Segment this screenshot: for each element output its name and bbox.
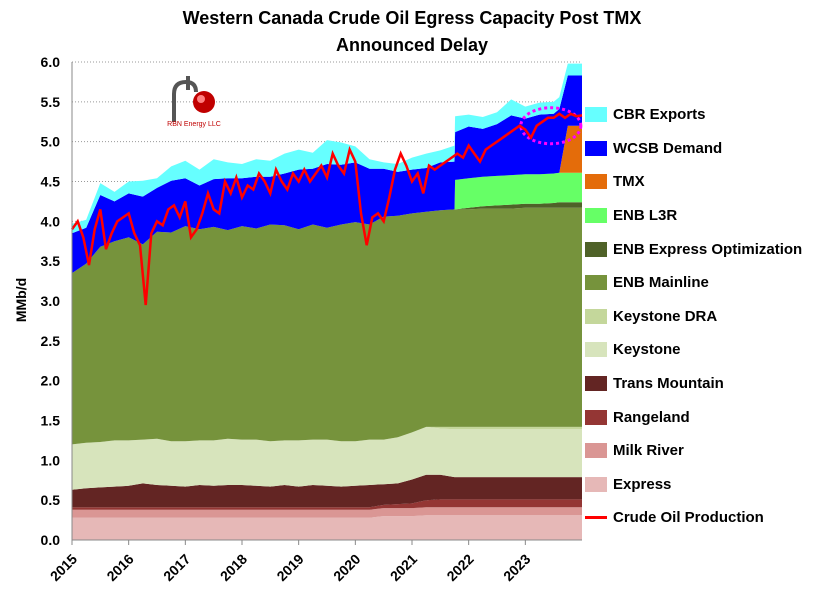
annotation: [519, 106, 583, 146]
legend-item: ENB Express Optimization: [585, 232, 802, 266]
y-tick-label: 1.0: [41, 452, 61, 468]
y-tick-labels: 0.0 0.5 1.0 1.5 2.0 2.5 3.0 3.5 4.0 4.5 5.0 5.5 6.0: [41, 54, 61, 548]
chart-subtitle: Announced Delay: [335, 35, 489, 55]
legend-label: WCSB Demand: [613, 139, 723, 157]
legend-item: Trans Mountain: [585, 367, 802, 401]
legend-swatch: [585, 140, 607, 156]
y-tick-label: 4.0: [41, 213, 61, 229]
legend-swatch: [585, 308, 607, 324]
legend-label: CBR Exports: [613, 106, 706, 124]
logo-text: RBN Energy LLC: [167, 121, 221, 128]
y-tick-label: 5.5: [41, 94, 61, 110]
y-tick-label: 2.0: [41, 373, 61, 389]
legend-label: Rangeland: [613, 408, 690, 426]
y-tick-label: 3.5: [41, 253, 61, 269]
y-tick-label: 6.0: [41, 54, 61, 70]
x-tick-label: 2020: [330, 551, 363, 584]
legend-swatch: [585, 342, 607, 358]
legend-label: ENB Express Optimization: [613, 240, 803, 258]
legend-swatch: [585, 208, 607, 224]
x-tick-label: 2023: [500, 551, 533, 584]
legend-label: ENB L3R: [613, 207, 678, 225]
legend-item: Keystone: [585, 333, 802, 367]
area-trans-mountain: [72, 474, 582, 508]
x-tick-label: 2022: [443, 551, 476, 584]
legend-item: Crude Oil Production: [585, 501, 802, 535]
production-line-path: [70, 112, 583, 306]
area-keystone-dra: [72, 426, 582, 445]
x-tick-label: 2018: [217, 551, 250, 584]
legend: CBR Exports WCSB Demand TMX ENB L3R ENB Expr…: [585, 98, 802, 535]
legend-item: Express: [585, 468, 802, 502]
y-tick-label: 0.0: [41, 532, 61, 548]
legend-swatch: [585, 409, 607, 425]
area-cbr-exports: [72, 63, 582, 234]
legend-swatch: [585, 476, 607, 492]
area-milk-river: [72, 507, 582, 518]
area-rangeland: [72, 499, 582, 510]
legend-swatch: [585, 241, 607, 257]
y-tick-label: 2.5: [41, 333, 61, 349]
y-tick-label: 3.0: [41, 293, 61, 309]
legend-label: Crude Oil Production: [613, 509, 764, 527]
axes: [71, 62, 582, 545]
legend-swatch: [585, 107, 607, 123]
legend-label: Keystone DRA: [613, 307, 718, 325]
x-tick-label: 2021: [387, 551, 420, 584]
legend-swatch: [585, 516, 607, 520]
y-tick-label: 5.0: [41, 134, 61, 150]
legend-swatch: [585, 376, 607, 392]
x-tick-label: 2016: [103, 551, 136, 584]
legend-swatch: [585, 174, 607, 190]
area-enb-mainline: [72, 207, 582, 445]
production-line: [70, 112, 583, 306]
x-tick-label: 2017: [160, 551, 193, 584]
legend-label: Keystone: [613, 341, 681, 359]
legend-label: TMX: [613, 173, 645, 191]
legend-item: ENB Mainline: [585, 266, 802, 300]
legend-item: WCSB Demand: [585, 132, 802, 166]
legend-label: Trans Mountain: [613, 375, 724, 393]
legend-item: Milk River: [585, 434, 802, 468]
legend-item: Keystone DRA: [585, 300, 802, 334]
legend-item: Rangeland: [585, 400, 802, 434]
annotation-ellipse: [519, 106, 583, 146]
legend-item: CBR Exports: [585, 98, 802, 132]
legend-swatch: [585, 275, 607, 291]
legend-swatch: [585, 443, 607, 459]
legend-label: Milk River: [613, 442, 684, 460]
chart-title: Western Canada Crude Oil Egress Capacity…: [182, 8, 642, 28]
y-tick-label: 0.5: [41, 492, 61, 508]
legend-label: ENB Mainline: [613, 274, 709, 292]
x-tick-labels: 2015 2016 2017 2018 2019 2020 2021 2022 2023: [47, 551, 534, 584]
x-tick-label: 2015: [47, 551, 80, 584]
y-axis-label: MMb/d: [13, 278, 29, 322]
legend-label: Express: [613, 475, 672, 493]
area-enb-l3r: [72, 172, 582, 274]
x-tick-label: 2019: [273, 551, 306, 584]
y-tick-label: 4.5: [41, 174, 61, 190]
area-express: [72, 515, 582, 540]
legend-item: ENB L3R: [585, 199, 802, 233]
rbn-logo-icon: [172, 76, 215, 122]
y-tick-label: 1.5: [41, 413, 61, 429]
legend-item: TMX: [585, 165, 802, 199]
area-keystone: [72, 426, 582, 490]
